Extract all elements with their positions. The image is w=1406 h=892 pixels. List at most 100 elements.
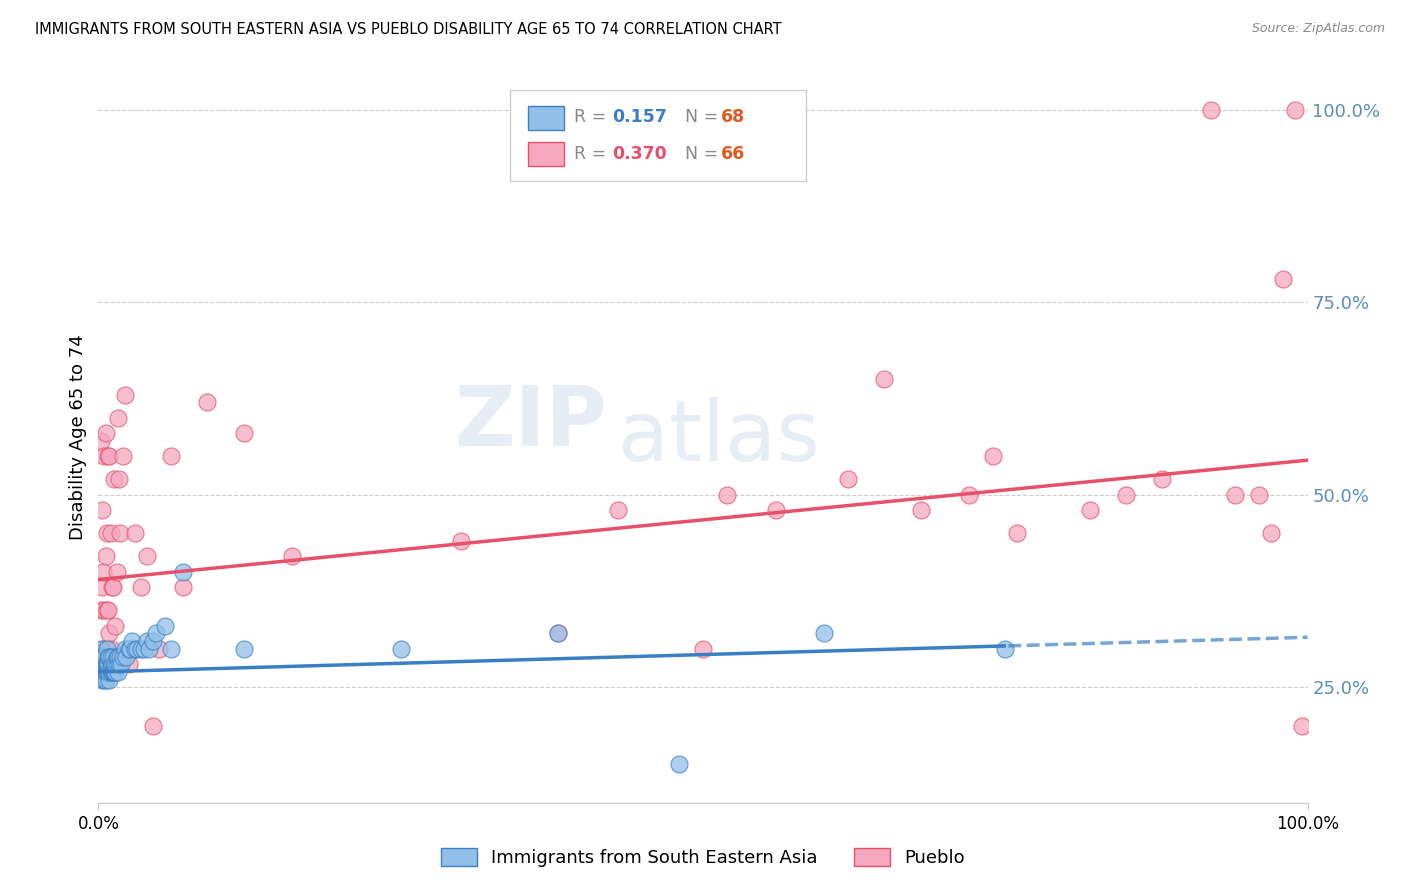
Point (94, 549, 117, 564)
Point (716, 488, 738, 502)
Point (97, 657, 120, 672)
Legend: Immigrants from South Eastern Asia, Pueblo: Immigrants from South Eastern Asia, Pueb… (441, 847, 965, 867)
Point (101, 665, 124, 679)
Point (93, 673, 115, 687)
Point (172, 565, 194, 579)
Y-axis label: Disability Age 65 to 74: Disability Age 65 to 74 (69, 334, 87, 540)
Point (118, 641, 141, 656)
Point (547, 626, 569, 640)
Point (91, 580, 114, 594)
Point (100, 657, 122, 672)
Point (107, 649, 129, 664)
Point (114, 388, 136, 402)
Point (127, 641, 149, 656)
Text: IMMIGRANTS FROM SOUTH EASTERN ASIA VS PUEBLO DISABILITY AGE 65 TO 74 CORRELATION: IMMIGRANTS FROM SOUTH EASTERN ASIA VS PU… (35, 22, 782, 37)
Point (103, 665, 125, 679)
Point (873, 372, 896, 386)
Point (450, 534, 472, 549)
Point (91, 649, 114, 664)
Point (118, 657, 141, 672)
Point (1223, 488, 1246, 502)
Point (91, 657, 114, 672)
Point (104, 657, 127, 672)
Point (97, 649, 120, 664)
Point (692, 641, 714, 656)
Point (160, 641, 183, 656)
Point (100, 657, 122, 672)
Text: R =: R = (574, 109, 612, 127)
Point (94, 673, 117, 687)
Point (105, 565, 128, 579)
Point (94, 657, 117, 672)
Point (111, 450, 134, 464)
Point (90, 434, 112, 448)
Text: atlas: atlas (619, 397, 820, 477)
Point (1272, 272, 1295, 286)
Point (142, 634, 165, 648)
Text: 0.370: 0.370 (613, 145, 666, 163)
Point (93, 450, 115, 464)
Point (100, 665, 122, 679)
Point (90, 657, 112, 672)
FancyBboxPatch shape (509, 90, 806, 181)
Point (981, 450, 1004, 464)
Point (114, 641, 136, 656)
Point (98, 665, 121, 679)
Point (232, 641, 254, 656)
Point (121, 634, 143, 648)
Point (108, 472, 131, 486)
Text: Source: ZipAtlas.com: Source: ZipAtlas.com (1251, 22, 1385, 36)
Point (145, 626, 167, 640)
Point (124, 526, 146, 541)
Point (101, 649, 124, 664)
Point (1078, 503, 1101, 517)
Point (91, 641, 114, 656)
Point (89, 665, 111, 679)
Point (97, 603, 120, 617)
Point (134, 641, 156, 656)
Point (90, 603, 112, 617)
Point (1152, 472, 1174, 486)
Point (97, 665, 120, 679)
Text: N =: N = (685, 109, 724, 127)
Text: 66: 66 (721, 145, 745, 163)
Point (96, 657, 118, 672)
Point (1260, 526, 1282, 541)
Point (97, 450, 120, 464)
Point (96, 657, 118, 672)
Point (91, 665, 114, 679)
Point (96, 641, 118, 656)
Point (837, 472, 859, 486)
Point (1007, 526, 1029, 541)
Point (1115, 488, 1137, 502)
Point (103, 657, 125, 672)
Text: 68: 68 (721, 109, 745, 127)
Point (90, 641, 112, 656)
Point (148, 641, 170, 656)
Point (108, 657, 131, 672)
Point (281, 549, 304, 564)
Point (89, 665, 111, 679)
Point (91, 503, 114, 517)
Point (124, 641, 146, 656)
Point (93, 641, 115, 656)
Point (1199, 103, 1222, 117)
Point (107, 410, 129, 425)
Point (138, 641, 160, 656)
Point (105, 649, 128, 664)
Point (957, 488, 980, 502)
Point (100, 649, 122, 664)
Point (104, 665, 127, 679)
Point (89, 649, 111, 664)
Text: N =: N = (685, 145, 724, 163)
Point (108, 649, 131, 664)
Point (172, 580, 194, 594)
Point (94, 665, 117, 679)
Point (100, 526, 122, 541)
Text: R =: R = (574, 145, 612, 163)
Point (389, 641, 412, 656)
Point (118, 641, 141, 656)
Point (101, 580, 124, 594)
Point (160, 450, 183, 464)
Point (547, 626, 569, 640)
